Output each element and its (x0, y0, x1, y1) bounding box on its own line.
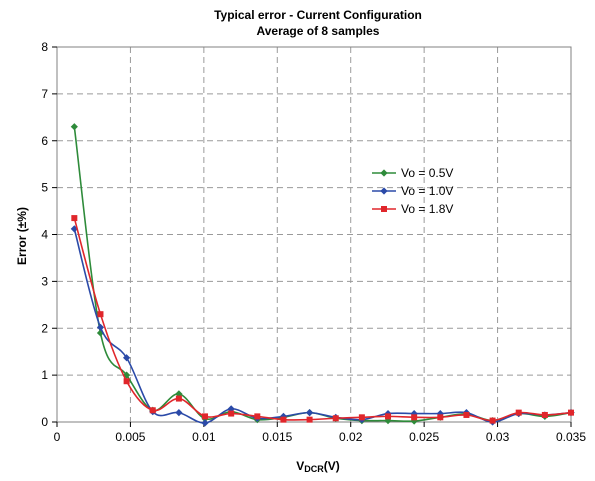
x-tick-label: 0.025 (409, 430, 439, 444)
series-layer (70, 123, 575, 427)
data-point (96, 323, 105, 331)
data-point (149, 407, 156, 414)
y-tick-label: 5 (41, 181, 48, 195)
legend-entry: Vo = 0.5V (372, 166, 453, 180)
y-tick-label: 6 (41, 134, 48, 148)
x-axis-label: VDCR(V) (296, 459, 340, 474)
data-point (123, 378, 130, 385)
data-point (489, 417, 496, 424)
data-point (202, 413, 209, 420)
data-point (385, 413, 392, 420)
series-2 (70, 225, 575, 427)
chart-title-line1: Typical error - Current Configuration (214, 8, 422, 22)
legend-swatch-marker (380, 169, 388, 177)
y-tick-label: 7 (41, 87, 48, 101)
data-point (541, 411, 548, 418)
series-line (73, 126, 572, 423)
y-tick-label: 1 (41, 368, 48, 382)
data-point (254, 413, 261, 420)
series-line (73, 217, 572, 422)
legend-entry: Vo = 1.0V (372, 184, 453, 198)
y-axis-label: Error (±%) (15, 207, 29, 265)
data-point (97, 311, 104, 318)
data-point (332, 415, 339, 422)
x-tick-label: 0.035 (556, 430, 586, 444)
data-point (411, 414, 418, 421)
chart-title-line2: Average of 8 samples (257, 24, 380, 38)
x-tick-label: 0.015 (262, 430, 292, 444)
x-axis-label-sub: DCR (304, 464, 324, 474)
x-tick-label: 0 (54, 430, 61, 444)
data-point (305, 409, 314, 417)
grid (57, 47, 571, 422)
data-point (201, 419, 209, 427)
legend-label: Vo = 1.8V (401, 202, 453, 216)
x-tick-label: 0.03 (486, 430, 510, 444)
series-line (73, 228, 572, 424)
y-axis-ticks: 0 1 2 3 4 5 6 7 8 (41, 40, 57, 429)
data-point (71, 215, 78, 222)
y-tick-label: 4 (41, 228, 48, 242)
legend-label: Vo = 0.5V (401, 166, 453, 180)
x-tick-label: 0.01 (192, 430, 216, 444)
x-tick-label: 0.005 (115, 430, 145, 444)
data-point (515, 409, 522, 416)
data-point (568, 409, 574, 416)
legend-swatch-marker (381, 206, 387, 212)
legend: Vo = 0.5V Vo = 1.0V Vo = 1.8V (372, 166, 453, 216)
data-point (280, 416, 287, 423)
y-tick-label: 0 (41, 415, 48, 429)
plot-frame (56, 46, 572, 423)
series-3 (71, 215, 574, 424)
y-tick-label: 3 (41, 274, 48, 288)
data-point (123, 354, 131, 362)
x-axis-ticks: 0 0.005 0.01 0.015 0.02 0.025 0.03 0.035 (54, 422, 586, 444)
data-point (358, 414, 365, 421)
data-point (175, 395, 182, 402)
legend-swatch-marker (380, 187, 388, 195)
x-axis-label-main: V (296, 459, 304, 473)
series-1 (70, 123, 575, 425)
data-point (463, 411, 470, 418)
data-point (70, 123, 78, 131)
y-tick-label: 2 (41, 321, 48, 335)
data-point (306, 416, 313, 423)
y-tick-label: 8 (41, 40, 48, 54)
data-point (228, 410, 235, 417)
x-tick-label: 0.02 (339, 430, 363, 444)
legend-entry: Vo = 1.8V (372, 202, 453, 216)
legend-label: Vo = 1.0V (401, 184, 453, 198)
data-point (175, 409, 183, 417)
data-point (437, 414, 444, 421)
x-axis-label-tail: (V) (324, 459, 340, 473)
